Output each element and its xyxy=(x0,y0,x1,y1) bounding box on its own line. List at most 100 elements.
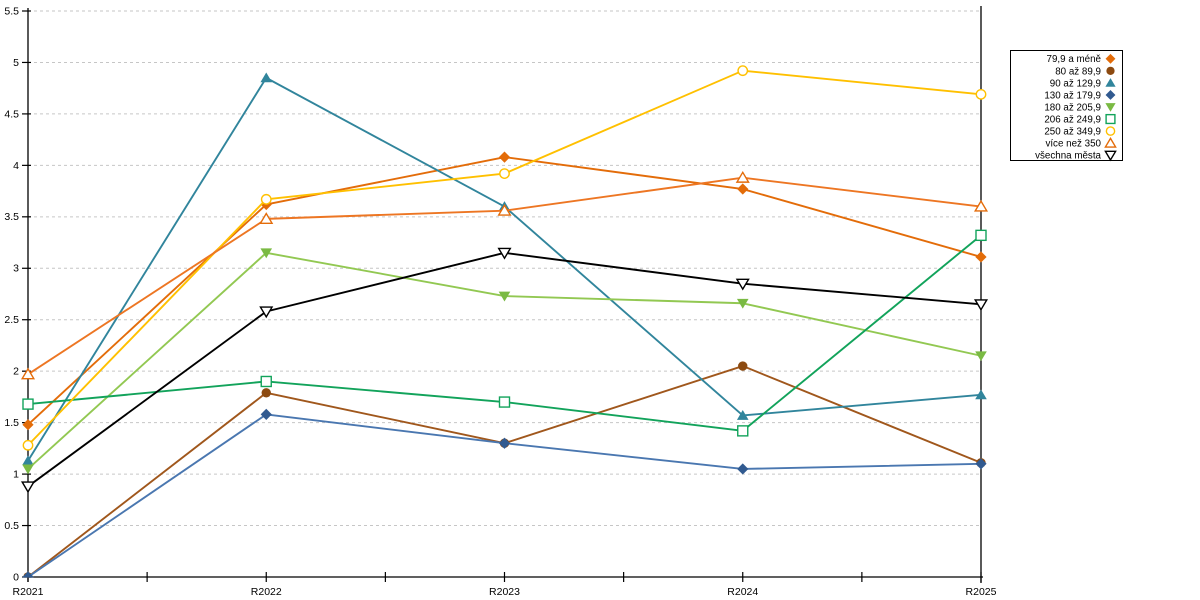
x-tick-label: R2025 xyxy=(966,586,997,598)
series-1 xyxy=(22,151,987,431)
data-point-marker xyxy=(22,464,34,475)
data-point-marker xyxy=(20,367,36,380)
data-point-marker xyxy=(497,203,512,216)
y-tick-label: 1 xyxy=(13,468,19,480)
data-point-marker xyxy=(498,291,511,302)
gridlines xyxy=(28,10,981,527)
legend-item-8: více než 350 xyxy=(1045,137,1117,150)
series-7 xyxy=(22,65,987,451)
data-point-marker xyxy=(736,298,749,309)
data-point-marker xyxy=(737,463,749,475)
series-line xyxy=(27,251,982,488)
series-5 xyxy=(22,248,987,475)
series-line xyxy=(27,251,982,470)
data-point-marker xyxy=(260,248,273,259)
y-tick-label: 0.5 xyxy=(4,520,19,532)
data-point-marker xyxy=(735,278,750,291)
data-point-marker xyxy=(973,199,989,212)
data-point-marker xyxy=(261,388,271,398)
legend-item-7: 250 až 349,9 xyxy=(1044,126,1116,138)
data-point-marker xyxy=(975,229,987,242)
legend-marker-icon xyxy=(1106,66,1115,75)
legend-border xyxy=(1010,50,1123,161)
y-tick-label: 2 xyxy=(13,366,19,378)
data-point-marker xyxy=(22,455,34,466)
data-point-marker xyxy=(973,299,989,312)
y-tick-label: 5 xyxy=(13,57,19,69)
y-tick-label: 5.5 xyxy=(4,5,19,17)
legend-marker-icon xyxy=(1104,150,1117,162)
y-tick-label: 0 xyxy=(13,571,19,583)
data-point-marker xyxy=(737,425,749,437)
data-point-marker xyxy=(736,410,749,420)
legend-item-4: 130 až 179,9 xyxy=(1044,90,1116,101)
x-tick-label: R2021 xyxy=(13,586,44,598)
data-point-marker xyxy=(260,72,273,83)
series-4 xyxy=(22,408,987,578)
legend-marker-icon xyxy=(1105,78,1116,87)
legend-item-1: 79,9 a méně xyxy=(1047,53,1116,65)
legend-label: 206 až 249,9 xyxy=(1044,114,1101,125)
legend-item-5: 180 až 205,9 xyxy=(1044,102,1116,113)
legend-marker-icon xyxy=(1105,103,1116,112)
data-point-marker xyxy=(259,212,274,224)
data-point-marker xyxy=(22,439,34,451)
legend-item-6: 206 až 249,9 xyxy=(1044,113,1116,125)
data-point-marker xyxy=(499,168,510,179)
legend-label: více než 350 xyxy=(1045,139,1101,150)
data-point-marker xyxy=(498,151,511,163)
data-point-marker xyxy=(22,419,34,431)
data-point-marker xyxy=(498,437,511,449)
series-group xyxy=(20,65,989,578)
data-point-marker xyxy=(975,351,987,362)
data-point-marker xyxy=(498,396,511,408)
axes: 0 0.5 1 1.5 2 2.5 3 3.5 4 4.5 5 5.5 R2021 R2022 R2023 R… xyxy=(4,5,996,598)
data-point-marker xyxy=(259,306,274,319)
legend-label: všechna města xyxy=(1035,151,1101,162)
data-point-marker xyxy=(22,398,34,410)
legend-marker-icon xyxy=(1104,137,1117,148)
legend-marker-icon xyxy=(1105,53,1116,64)
y-tick-label: 2.5 xyxy=(4,314,19,326)
data-point-marker xyxy=(260,193,272,205)
legend-label: 80 až 89,9 xyxy=(1055,66,1101,77)
data-point-marker xyxy=(975,389,987,400)
data-point-marker xyxy=(737,65,749,77)
data-point-marker xyxy=(260,408,272,421)
data-point-marker xyxy=(975,88,987,100)
y-tick-label: 4.5 xyxy=(4,108,19,120)
series-9 xyxy=(20,247,989,494)
legend-marker-icon xyxy=(1105,126,1116,136)
data-point-marker xyxy=(735,170,750,183)
data-point-marker xyxy=(975,458,987,470)
x-tick-label: R2022 xyxy=(251,586,282,598)
x-tick-label: R2024 xyxy=(727,586,758,598)
series-line xyxy=(27,156,982,426)
legend-marker-icon xyxy=(1105,113,1116,125)
data-point-marker xyxy=(22,571,34,578)
y-tick-label: 3.5 xyxy=(4,211,19,223)
legend-item-2: 80 až 89,9 xyxy=(1055,66,1115,77)
legend-marker-icon xyxy=(1105,90,1116,100)
series-8 xyxy=(20,170,989,380)
legend-label: 79,9 a méně xyxy=(1047,54,1102,65)
legend-label: 130 až 179,9 xyxy=(1044,90,1101,101)
data-point-marker xyxy=(737,183,749,195)
x-tick-label: R2023 xyxy=(489,586,520,598)
legend-label: 90 až 129,9 xyxy=(1050,78,1101,89)
legend-item-9: všechna města xyxy=(1035,150,1117,162)
y-tick-label: 4 xyxy=(13,160,19,172)
data-point-marker xyxy=(260,375,272,388)
series-2 xyxy=(23,361,986,578)
data-point-marker xyxy=(20,481,36,494)
data-point-marker xyxy=(738,361,748,371)
data-point-marker xyxy=(975,251,987,263)
legend-item-3: 90 až 129,9 xyxy=(1050,78,1116,89)
legend-label: 250 až 349,9 xyxy=(1044,127,1101,138)
series-6 xyxy=(22,229,987,437)
y-tick-label: 3 xyxy=(13,263,19,275)
data-point-marker xyxy=(497,247,512,260)
